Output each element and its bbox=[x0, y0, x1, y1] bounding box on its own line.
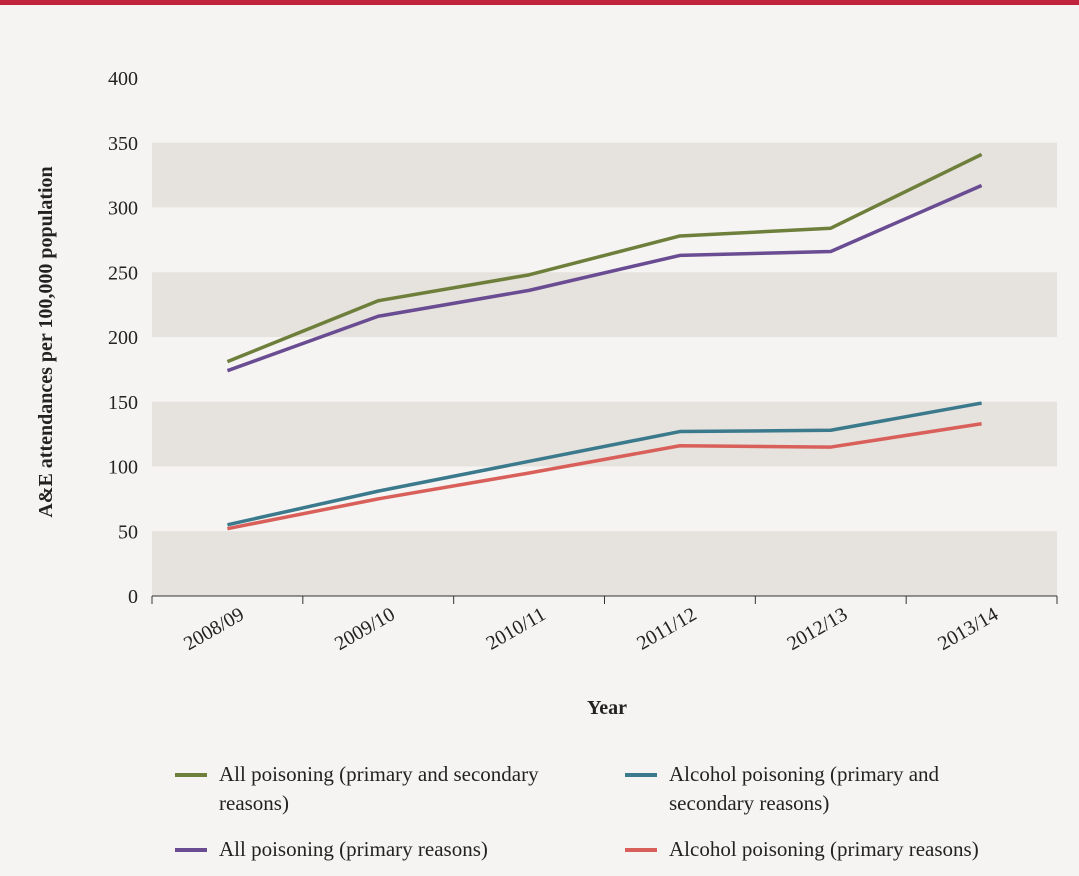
x-tick-label: 2010/11 bbox=[482, 603, 549, 654]
legend-swatch bbox=[175, 773, 207, 777]
y-tick-label: 250 bbox=[108, 262, 138, 284]
x-tick-label: 2012/13 bbox=[783, 603, 851, 655]
series-line bbox=[226, 152, 983, 364]
grid-band bbox=[152, 142, 1057, 208]
x-tick-label: 2011/12 bbox=[633, 603, 700, 654]
y-tick-label: 150 bbox=[108, 392, 138, 414]
legend-item: All poisoning (primary reasons) bbox=[175, 835, 579, 864]
y-tick-label: 200 bbox=[108, 327, 138, 349]
legend-label: Alcohol poisoning (primary and secondary… bbox=[669, 762, 940, 815]
legend-item: Alcohol poisoning (primary and secondary… bbox=[625, 760, 1029, 818]
legend-swatch bbox=[175, 848, 207, 852]
series-line bbox=[227, 401, 982, 527]
series-line bbox=[226, 183, 983, 373]
chart: A&E attendances per 100,000 population Y… bbox=[35, 68, 1058, 719]
grid-band bbox=[152, 531, 1057, 596]
grid-band bbox=[152, 272, 1057, 337]
series-line bbox=[227, 422, 982, 531]
x-axis-title: Year bbox=[587, 697, 627, 719]
legend-label: Alcohol poisoning (primary reasons) bbox=[669, 837, 979, 861]
y-tick-label: 0 bbox=[128, 586, 138, 608]
legend-swatch bbox=[625, 773, 657, 777]
x-tick-label: 2013/14 bbox=[934, 603, 1002, 655]
y-tick-label: 100 bbox=[108, 457, 138, 479]
legend-item: Alcohol poisoning (primary reasons) bbox=[625, 835, 1029, 864]
y-tick-label: 50 bbox=[118, 521, 138, 543]
y-tick-label: 400 bbox=[108, 68, 138, 90]
legend-label: All poisoning (primary reasons) bbox=[219, 837, 488, 861]
legend-label: All poisoning (primary and secondary rea… bbox=[219, 762, 539, 815]
y-axis-title: A&E attendances per 100,000 population bbox=[35, 166, 57, 517]
y-tick-label: 300 bbox=[108, 198, 138, 220]
x-tick-label: 2009/10 bbox=[331, 603, 399, 655]
x-tick-label: 2008/09 bbox=[180, 603, 248, 655]
legend-item: All poisoning (primary and secondary rea… bbox=[175, 760, 579, 818]
legend-swatch bbox=[625, 848, 657, 852]
y-tick-label: 350 bbox=[108, 133, 138, 155]
